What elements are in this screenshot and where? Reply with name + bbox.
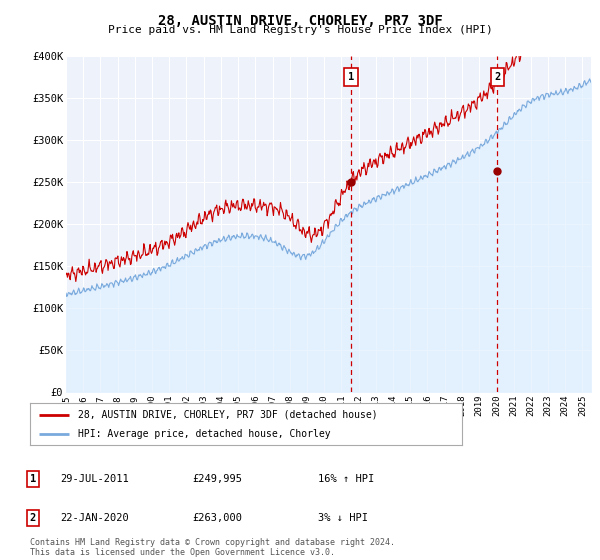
Text: Contains HM Land Registry data © Crown copyright and database right 2024.
This d: Contains HM Land Registry data © Crown c… <box>30 538 395 557</box>
Text: 22-JAN-2020: 22-JAN-2020 <box>60 513 129 523</box>
Text: 28, AUSTIN DRIVE, CHORLEY, PR7 3DF: 28, AUSTIN DRIVE, CHORLEY, PR7 3DF <box>158 14 442 28</box>
Text: £249,995: £249,995 <box>192 474 242 484</box>
Text: 3% ↓ HPI: 3% ↓ HPI <box>318 513 368 523</box>
Text: £263,000: £263,000 <box>192 513 242 523</box>
Text: 29-JUL-2011: 29-JUL-2011 <box>60 474 129 484</box>
Text: 1: 1 <box>30 474 36 484</box>
Text: 16% ↑ HPI: 16% ↑ HPI <box>318 474 374 484</box>
Text: 2: 2 <box>494 72 500 82</box>
Text: Price paid vs. HM Land Registry's House Price Index (HPI): Price paid vs. HM Land Registry's House … <box>107 25 493 35</box>
Text: 2: 2 <box>30 513 36 523</box>
Text: HPI: Average price, detached house, Chorley: HPI: Average price, detached house, Chor… <box>77 429 330 439</box>
Text: 28, AUSTIN DRIVE, CHORLEY, PR7 3DF (detached house): 28, AUSTIN DRIVE, CHORLEY, PR7 3DF (deta… <box>77 409 377 419</box>
Text: 1: 1 <box>348 72 355 82</box>
